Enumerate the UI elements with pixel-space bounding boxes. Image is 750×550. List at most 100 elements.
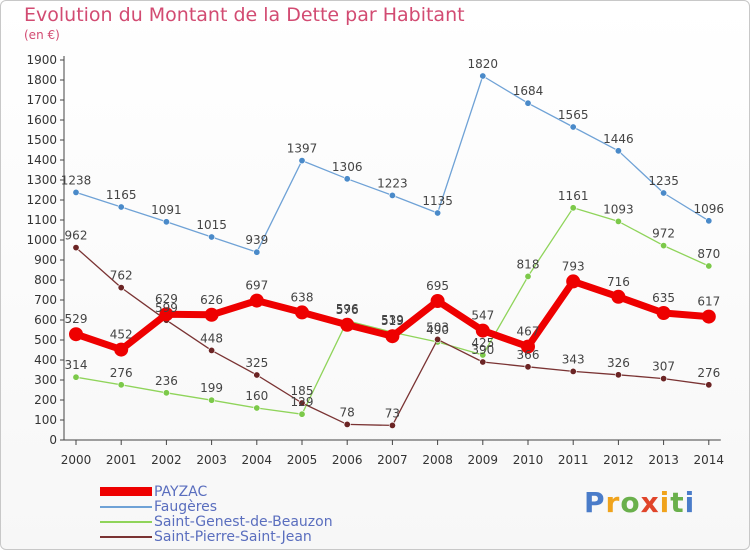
data-label-faug-res: 1306 <box>332 160 363 174</box>
data-label-saint-pierre-saint-jean: 448 <box>200 331 223 345</box>
data-label-payzac: 617 <box>697 295 720 309</box>
legend-swatch <box>100 520 152 523</box>
data-label-payzac: 635 <box>652 291 675 305</box>
x-tick-label: 2011 <box>558 453 589 467</box>
chart-title: Evolution du Montant de la Dette par Hab… <box>24 4 465 26</box>
data-point-saint-genest-de-beauzon <box>705 262 713 270</box>
data-label-saint-pierre-saint-jean: 503 <box>426 320 449 334</box>
data-label-saint-genest-de-beauzon: 870 <box>697 247 720 261</box>
legend-item-saint-genest-de-beauzon: Saint-Genest-de-Beauzon <box>100 513 333 530</box>
y-tick-label: 300 <box>34 373 57 387</box>
data-label-saint-pierre-saint-jean: 343 <box>562 352 585 366</box>
data-point-saint-pierre-saint-jean <box>705 381 713 389</box>
data-point-saint-pierre-saint-jean <box>660 375 668 383</box>
y-tick-label: 900 <box>34 253 57 267</box>
data-point-faug-res <box>343 175 351 183</box>
data-label-faug-res: 1223 <box>377 176 408 190</box>
data-label-saint-genest-de-beauzon: 596 <box>336 302 359 316</box>
data-point-payzac <box>340 317 355 332</box>
y-tick-label: 100 <box>34 413 57 427</box>
data-label-saint-pierre-saint-jean: 276 <box>697 366 720 380</box>
data-point-payzac <box>385 329 400 344</box>
data-label-saint-genest-de-beauzon: 199 <box>200 381 223 395</box>
data-label-payzac: 638 <box>291 290 314 304</box>
data-label-payzac: 467 <box>517 325 540 339</box>
data-label-saint-genest-de-beauzon: 276 <box>110 366 133 380</box>
data-point-saint-pierre-saint-jean <box>72 244 80 252</box>
data-point-faug-res <box>434 209 442 217</box>
legend-label: Saint-Pierre-Saint-Jean <box>154 528 312 545</box>
data-label-saint-pierre-saint-jean: 326 <box>607 356 630 370</box>
logo-letter: t <box>670 486 685 519</box>
y-tick-label: 1100 <box>26 213 57 227</box>
data-point-saint-pierre-saint-jean <box>253 371 261 379</box>
data-label-faug-res: 1397 <box>287 142 318 156</box>
x-tick-label: 2010 <box>513 453 544 467</box>
x-tick-label: 2008 <box>422 453 453 467</box>
y-tick-label: 1400 <box>26 153 57 167</box>
logo-letter: i <box>684 486 696 519</box>
logo-letter: o <box>620 486 641 519</box>
data-point-payzac <box>430 294 445 308</box>
data-point-faug-res <box>705 217 713 225</box>
data-label-payzac: 695 <box>426 279 449 293</box>
data-point-faug-res <box>388 191 396 199</box>
data-point-payzac <box>521 339 535 354</box>
x-tick-label: 2014 <box>694 453 725 467</box>
legend-label: Saint-Genest-de-Beauzon <box>154 513 333 530</box>
legend-label: PAYZAC <box>154 483 208 500</box>
x-tick-label: 2002 <box>151 453 182 467</box>
data-point-saint-pierre-saint-jean <box>298 399 306 407</box>
data-point-payzac <box>114 342 129 357</box>
data-label-faug-res: 1096 <box>694 202 725 216</box>
data-point-saint-genest-de-beauzon <box>117 381 125 389</box>
data-point-faug-res <box>614 147 622 155</box>
data-point-saint-pierre-saint-jean <box>614 371 622 379</box>
x-tick-label: 2007 <box>377 453 408 467</box>
data-label-saint-genest-de-beauzon: 314 <box>65 358 88 372</box>
x-tick-label: 2000 <box>61 453 92 467</box>
y-tick-label: 200 <box>34 393 57 407</box>
y-tick-label: 1000 <box>26 233 57 247</box>
y-tick-label: 1600 <box>26 113 57 127</box>
data-point-saint-pierre-saint-jean <box>343 420 351 428</box>
data-point-saint-pierre-saint-jean <box>569 367 577 375</box>
data-label-saint-pierre-saint-jean: 366 <box>517 348 540 362</box>
data-point-faug-res <box>117 203 125 211</box>
data-point-payzac <box>656 306 671 320</box>
data-label-payzac: 626 <box>200 293 223 307</box>
logo-letter: P <box>584 486 606 519</box>
data-label-saint-genest-de-beauzon: 490 <box>426 323 449 337</box>
data-label-saint-pierre-saint-jean: 762 <box>110 269 133 283</box>
data-label-payzac: 793 <box>562 259 585 273</box>
data-label-faug-res: 1446 <box>603 132 634 146</box>
data-label-saint-pierre-saint-jean: 325 <box>245 356 268 370</box>
data-label-faug-res: 1235 <box>648 174 679 188</box>
data-label-saint-pierre-saint-jean: 599 <box>155 301 178 315</box>
data-label-faug-res: 1238 <box>61 173 92 187</box>
data-label-saint-genest-de-beauzon: 160 <box>245 389 268 403</box>
data-label-faug-res: 1820 <box>468 57 499 71</box>
data-point-saint-pierre-saint-jean <box>479 358 487 366</box>
legend-label: Faugères <box>154 498 218 515</box>
legend-swatch <box>100 535 152 538</box>
data-point-saint-pierre-saint-jean <box>117 284 125 292</box>
data-point-saint-genest-de-beauzon <box>660 242 668 250</box>
data-label-saint-genest-de-beauzon: 236 <box>155 374 178 388</box>
data-point-faug-res <box>208 233 216 241</box>
y-tick-label: 0 <box>49 433 57 447</box>
data-label-faug-res: 1165 <box>106 188 137 202</box>
data-point-saint-genest-de-beauzon <box>298 410 306 418</box>
data-label-saint-pierre-saint-jean: 78 <box>340 405 355 419</box>
data-point-faug-res <box>660 189 668 197</box>
series-line-faug-res <box>75 75 710 253</box>
data-label-faug-res: 1015 <box>196 218 227 232</box>
x-tick-label: 2013 <box>648 453 679 467</box>
data-label-saint-genest-de-beauzon: 1161 <box>558 189 589 203</box>
data-label-faug-res: 1565 <box>558 108 589 122</box>
legend-item-saint-pierre-saint-jean: Saint-Pierre-Saint-Jean <box>100 528 333 545</box>
logo-letter: r <box>605 486 621 519</box>
legend-swatch <box>100 505 152 508</box>
legend-item-faug-res: Faugères <box>100 498 333 515</box>
